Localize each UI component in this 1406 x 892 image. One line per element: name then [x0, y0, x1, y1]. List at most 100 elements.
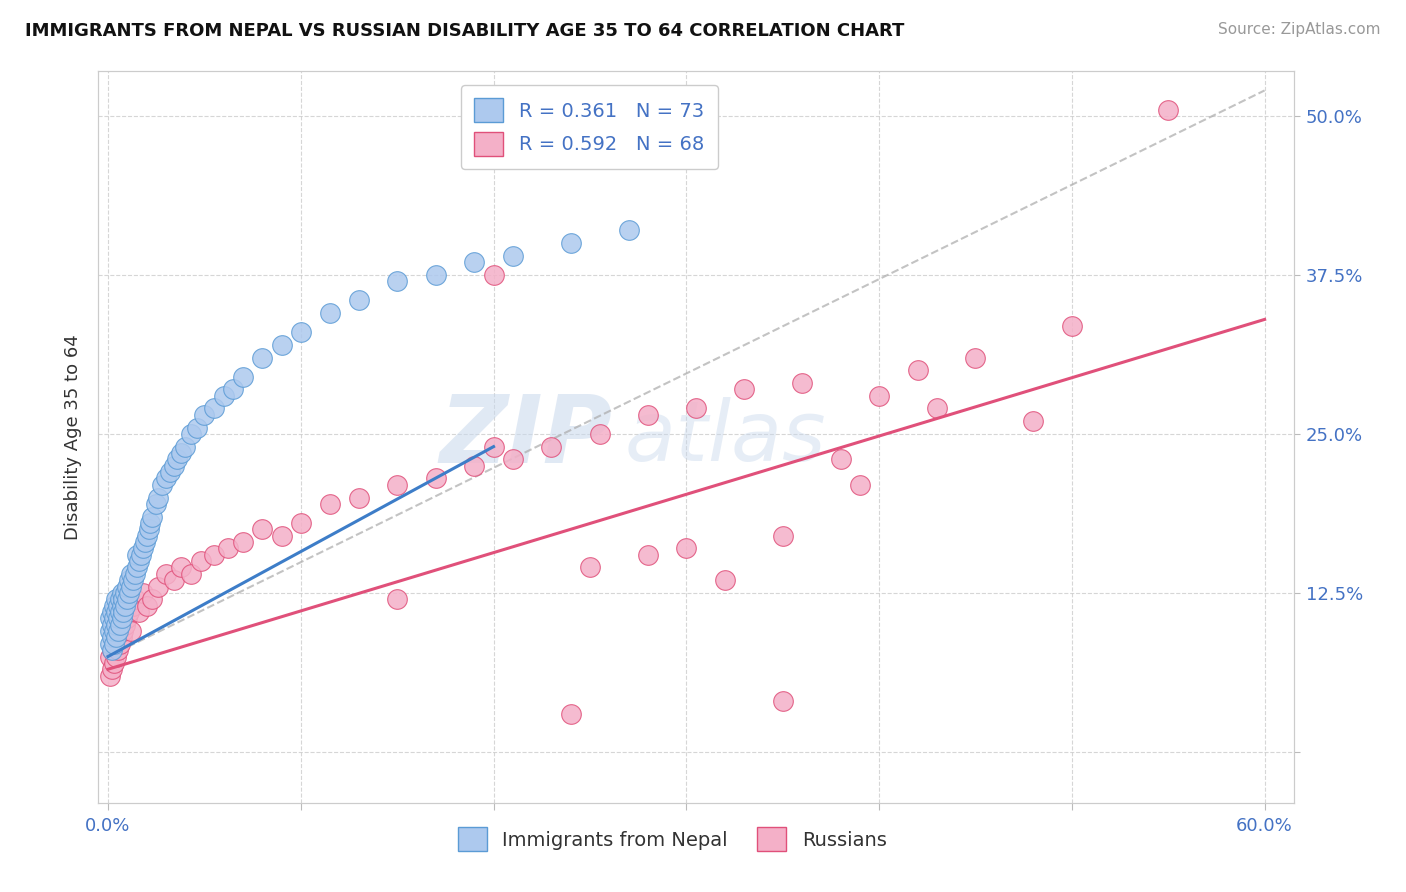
Point — [120, 580, 142, 594]
Point — [128, 605, 150, 619]
Point — [124, 592, 146, 607]
Point — [148, 491, 170, 505]
Point — [290, 325, 312, 339]
Point — [125, 548, 148, 562]
Y-axis label: Disability Age 35 to 64: Disability Age 35 to 64 — [63, 334, 82, 540]
Point — [868, 389, 890, 403]
Point — [110, 599, 132, 613]
Point — [1022, 414, 1045, 428]
Point — [103, 656, 125, 670]
Point — [637, 408, 659, 422]
Point — [108, 592, 131, 607]
Point — [117, 580, 139, 594]
Point — [588, 426, 610, 441]
Point — [675, 541, 697, 556]
Point — [107, 611, 129, 625]
Point — [110, 611, 132, 625]
Point — [482, 440, 505, 454]
Point — [103, 611, 125, 625]
Point — [772, 529, 794, 543]
Point — [132, 541, 155, 556]
Point — [202, 548, 225, 562]
Point — [98, 624, 121, 638]
Point — [101, 631, 124, 645]
Point — [129, 548, 152, 562]
Point — [202, 401, 225, 416]
Point — [108, 637, 131, 651]
Point — [217, 541, 239, 556]
Point — [685, 401, 707, 416]
Point — [166, 452, 188, 467]
Point — [104, 592, 127, 607]
Point — [347, 293, 370, 308]
Point — [101, 605, 124, 619]
Point — [155, 566, 177, 581]
Point — [965, 351, 987, 365]
Point — [560, 706, 582, 721]
Legend: Immigrants from Nepal, Russians: Immigrants from Nepal, Russians — [450, 820, 894, 859]
Point — [733, 383, 755, 397]
Point — [104, 649, 127, 664]
Point — [110, 631, 132, 645]
Point — [134, 535, 156, 549]
Point — [180, 426, 202, 441]
Point — [117, 611, 139, 625]
Point — [180, 566, 202, 581]
Point — [108, 617, 131, 632]
Point — [463, 255, 485, 269]
Point — [252, 351, 274, 365]
Point — [790, 376, 813, 390]
Point — [112, 624, 135, 638]
Point — [162, 458, 184, 473]
Point — [540, 440, 562, 454]
Point — [98, 611, 121, 625]
Point — [232, 369, 254, 384]
Point — [270, 338, 292, 352]
Point — [162, 573, 184, 587]
Point — [502, 249, 524, 263]
Point — [101, 643, 124, 657]
Point — [617, 223, 640, 237]
Text: atlas: atlas — [624, 397, 825, 477]
Point — [117, 592, 139, 607]
Point — [120, 566, 142, 581]
Point — [319, 497, 342, 511]
Point — [849, 477, 872, 491]
Point — [186, 420, 208, 434]
Point — [1060, 318, 1083, 333]
Point — [159, 465, 181, 479]
Point — [135, 599, 157, 613]
Point — [114, 586, 136, 600]
Point — [252, 522, 274, 536]
Point — [101, 617, 124, 632]
Point — [108, 605, 131, 619]
Text: Source: ZipAtlas.com: Source: ZipAtlas.com — [1218, 22, 1381, 37]
Point — [101, 643, 124, 657]
Point — [104, 605, 127, 619]
Point — [193, 408, 215, 422]
Point — [128, 554, 150, 568]
Point — [98, 668, 121, 682]
Point — [120, 624, 142, 638]
Point — [141, 592, 163, 607]
Point — [145, 497, 167, 511]
Point — [107, 624, 129, 638]
Point — [714, 573, 737, 587]
Point — [150, 477, 173, 491]
Point — [385, 274, 409, 288]
Point — [104, 631, 127, 645]
Point — [502, 452, 524, 467]
Point — [385, 477, 409, 491]
Point — [174, 440, 197, 454]
Point — [110, 611, 132, 625]
Point — [135, 529, 157, 543]
Point — [112, 605, 135, 619]
Point — [270, 529, 292, 543]
Point — [637, 548, 659, 562]
Point — [463, 458, 485, 473]
Point — [139, 516, 162, 530]
Point — [385, 592, 409, 607]
Point — [482, 268, 505, 282]
Point — [425, 268, 447, 282]
Point — [170, 446, 193, 460]
